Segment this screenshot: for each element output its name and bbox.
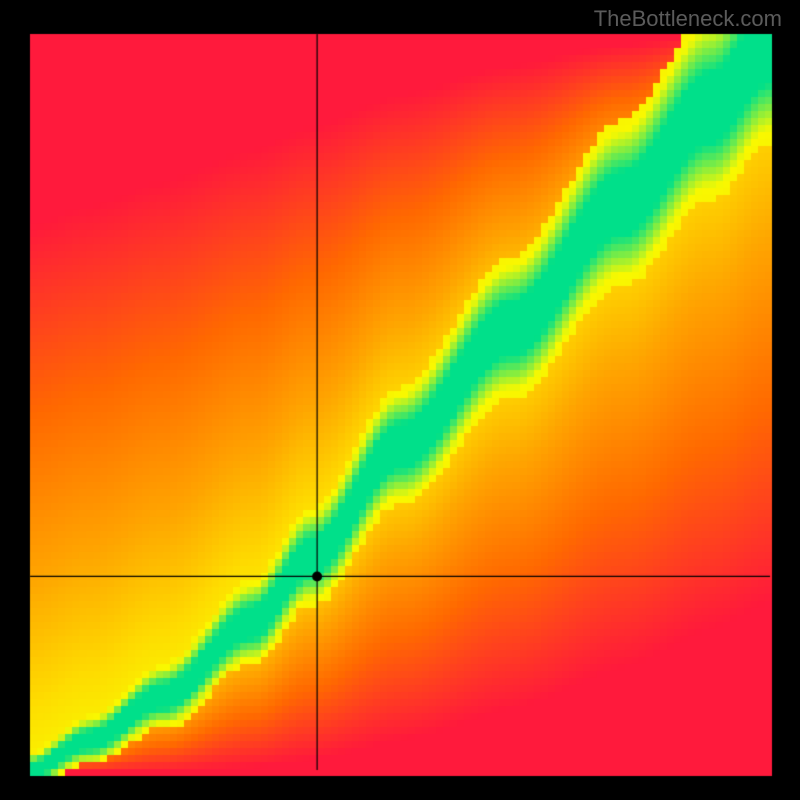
watermark-text: TheBottleneck.com xyxy=(594,6,782,32)
crosshair-overlay xyxy=(0,0,800,800)
chart-container: TheBottleneck.com xyxy=(0,0,800,800)
